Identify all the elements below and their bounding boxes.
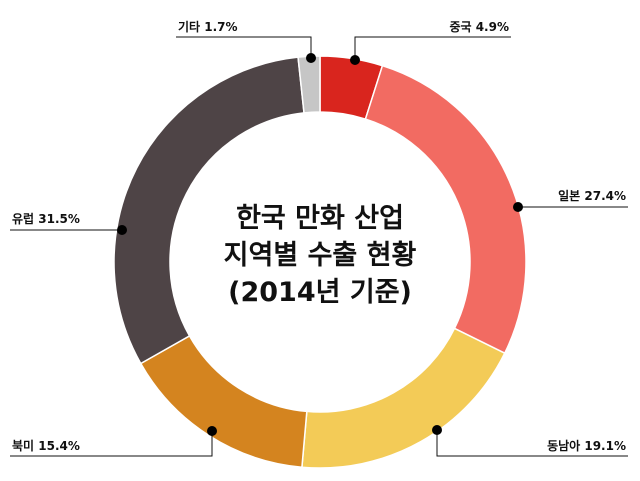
slice-label-2: 일본 27.4% [558, 189, 626, 203]
slice-3 [301, 327, 506, 469]
callout-dot-1 [350, 55, 360, 65]
slice-label-1: 중국 4.9% [449, 20, 509, 34]
chart-title: 한국 만화 산업 지역별 수출 현황 (2014년 기준) [180, 200, 460, 311]
callout-dot-3 [432, 425, 442, 435]
slice-label-5: 유럽 31.5% [12, 212, 80, 226]
callout-dot-5 [117, 225, 127, 235]
slice-4 [139, 334, 308, 469]
slice-label-3: 동남아 19.1% [547, 438, 626, 453]
callout-dot-4 [207, 426, 217, 436]
callout-line-4 [10, 431, 213, 457]
slices-group [113, 55, 527, 469]
callout-line-3 [436, 430, 628, 457]
callouts-group: 중국 4.9% 일본 27.4% 동남아 19.1% 북미 15.4% 유럽 31.5%… [10, 19, 628, 457]
callout-dot-6 [306, 53, 316, 63]
chart-title-line-2: 지역별 수출 현황 [223, 240, 417, 271]
chart-title-line-1: 한국 만화 산업 [236, 203, 404, 234]
chart-title-line-3: (2014년 기준) [228, 277, 412, 308]
slice-5 [113, 56, 305, 365]
slice-label-6: 기타 1.7% [178, 19, 238, 34]
callout-line-6 [176, 36, 312, 58]
callout-dot-2 [513, 202, 523, 212]
slice-6 [297, 55, 321, 114]
callout-line-1 [354, 36, 511, 60]
slice-label-4: 북미 15.4% [12, 438, 80, 453]
